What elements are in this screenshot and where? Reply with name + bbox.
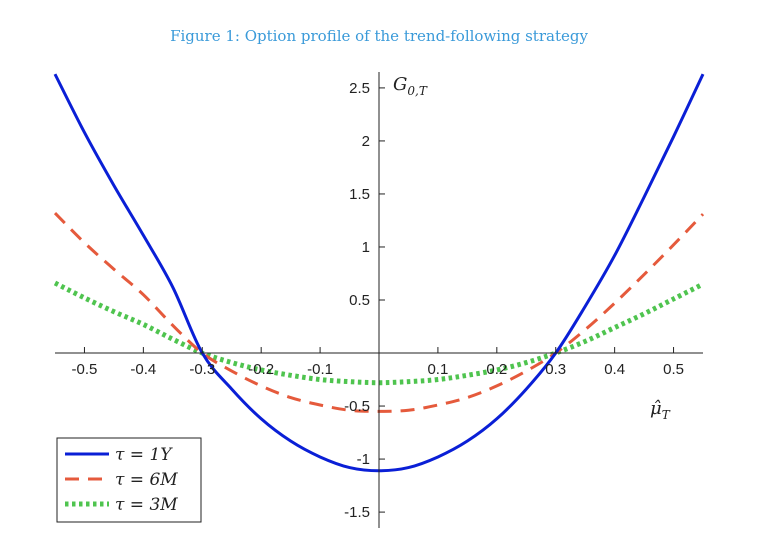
legend-entry-label: τ = 1Y — [115, 445, 173, 465]
x-tick-label: 0.4 — [604, 361, 625, 378]
y-tick-label: 2 — [362, 133, 370, 150]
x-axis-label: μ̂T — [650, 398, 671, 422]
x-tick-label: -0.2 — [248, 361, 274, 378]
legend: τ = 1Y τ = 6M τ = 3M — [56, 437, 202, 523]
x-tick-label: -0.5 — [72, 361, 98, 378]
y-tick-label: 2.5 — [349, 80, 370, 97]
label-layer: G0,T μ̂T — [393, 74, 671, 422]
x-tick-label: 0.3 — [545, 361, 566, 378]
y-axis-label-main: G — [393, 74, 407, 95]
x-axis-label-subscript: T — [662, 408, 671, 422]
x-tick-label: 0.2 — [486, 361, 507, 378]
legend-box — [56, 437, 202, 523]
tick-layer: -0.5 -0.4 -0.3 -0.2 -0.1 0.1 0.2 0.3 0.4 0.5 -1.5 -… — [72, 80, 684, 521]
y-tick-label: -1.5 — [344, 504, 370, 521]
y-tick-label: -0.5 — [344, 398, 370, 415]
x-tick-label: -0.1 — [307, 361, 333, 378]
x-tick-label: 0.1 — [427, 361, 448, 378]
y-tick-label: -1 — [357, 451, 370, 468]
x-tick-label: 0.5 — [663, 361, 684, 378]
y-axis-label-subscript: 0,T — [407, 84, 427, 98]
x-tick-label: -0.4 — [130, 361, 156, 378]
y-tick-label: 1.5 — [349, 186, 370, 203]
y-tick-label: 0.5 — [349, 292, 370, 309]
y-axis-label: G0,T — [393, 74, 428, 98]
y-tick-label: 1 — [362, 239, 370, 256]
legend-entry-label: τ = 3M — [115, 495, 178, 515]
x-axis-label-main: μ̂ — [650, 398, 662, 419]
legend-entry-label: τ = 6M — [115, 470, 178, 490]
x-tick-label: -0.3 — [189, 361, 215, 378]
figure-title: Figure 1: Option profile of the trend-fo… — [170, 27, 588, 45]
